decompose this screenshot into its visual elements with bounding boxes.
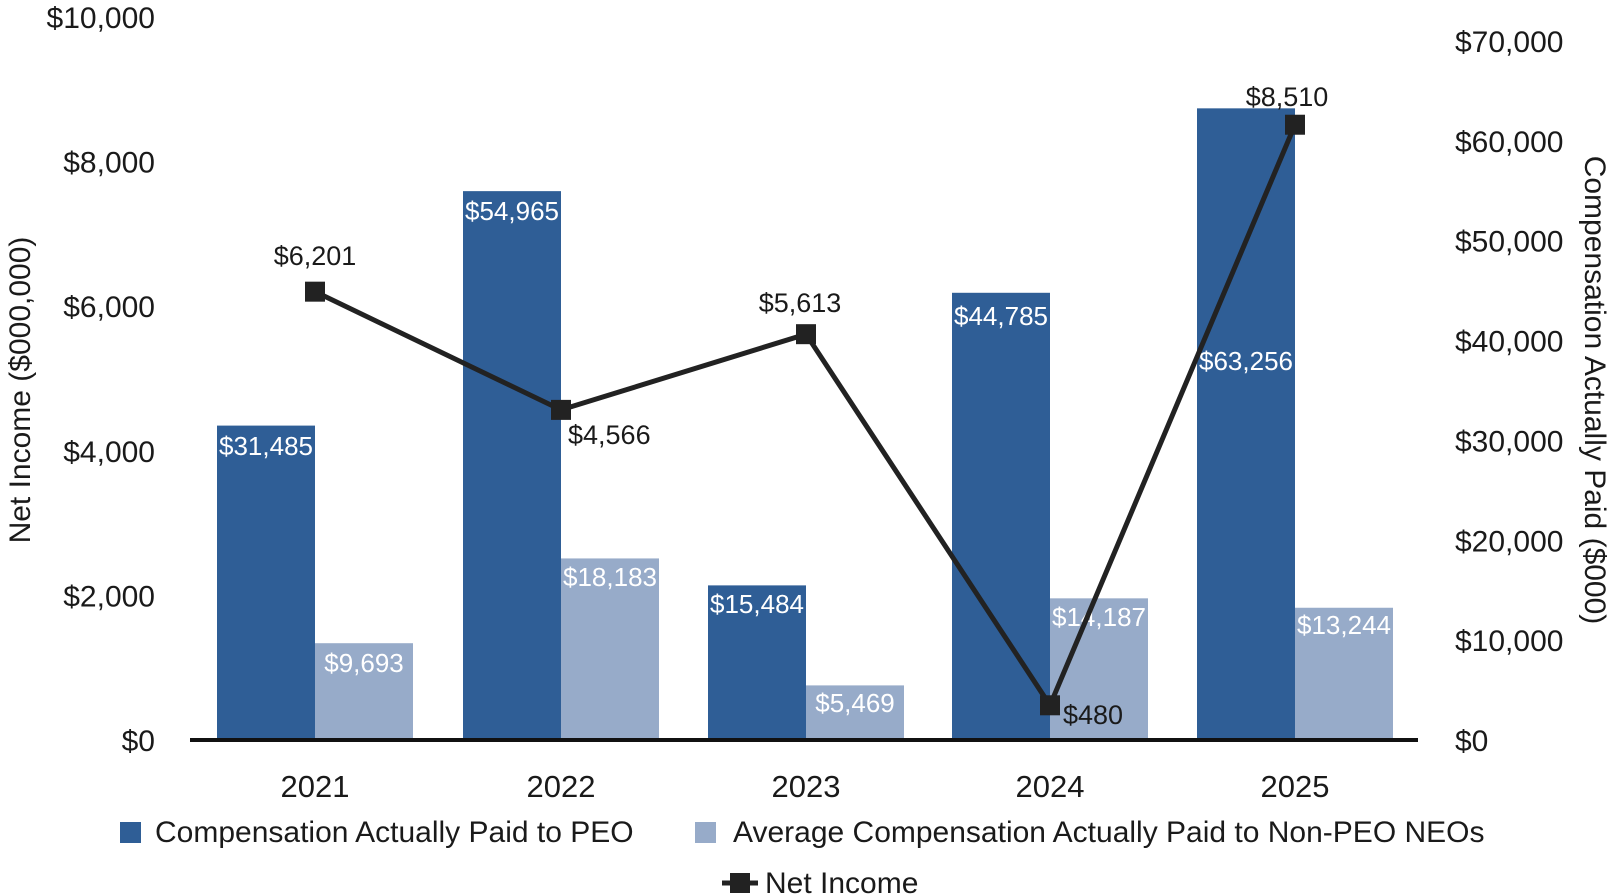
right-axis-title: Compensation Actually Paid ($000) xyxy=(1578,156,1611,625)
legend-swatch-peo xyxy=(120,822,141,843)
legend-label-net-income: Net Income xyxy=(765,867,918,896)
legend-label-peo: Compensation Actually Paid to PEO xyxy=(155,816,634,849)
net-income-marker xyxy=(551,399,571,420)
right-axis-tick-label: $20,000 xyxy=(1455,525,1563,558)
left-axis-title: Net Income ($000,000) xyxy=(4,237,37,544)
bar-non-peo xyxy=(561,558,659,740)
net-income-marker xyxy=(1285,114,1305,135)
net-income-label: $4,566 xyxy=(568,420,651,450)
right-axis-tick-label: $10,000 xyxy=(1455,625,1563,658)
bar-non-peo xyxy=(315,643,413,740)
net-income-marker xyxy=(1040,695,1060,716)
left-axis-tick-label: $0 xyxy=(122,725,155,758)
legend-label-non-peo: Average Compensation Actually Paid to No… xyxy=(733,816,1485,849)
bar-peo xyxy=(1197,108,1295,741)
net-income-label: $6,201 xyxy=(274,241,357,271)
bar-peo xyxy=(463,191,561,741)
right-axis-tick-label: $70,000 xyxy=(1455,26,1563,59)
legend-swatch-non-peo xyxy=(695,822,716,843)
net-income-marker xyxy=(796,324,816,345)
x-axis-tick-label: 2023 xyxy=(772,769,841,804)
x-axis-tick-label: 2021 xyxy=(281,769,350,804)
bar-peo-label: $44,785 xyxy=(954,301,1048,331)
bar-peo xyxy=(217,425,315,740)
bar-non-peo-label: $13,244 xyxy=(1297,610,1391,640)
bar-non-peo-label: $9,693 xyxy=(324,648,404,678)
legend-swatch-net-income-marker xyxy=(730,873,750,893)
bar-non-peo xyxy=(1295,607,1393,740)
net-income-label: $5,613 xyxy=(759,288,842,318)
bar-peo-label: $31,485 xyxy=(219,431,313,461)
net-income-label: $8,510 xyxy=(1246,82,1329,112)
bar-non-peo-label: $5,469 xyxy=(815,688,895,718)
left-axis-tick-label: $10,000 xyxy=(47,2,155,35)
left-axis-tick-label: $4,000 xyxy=(63,436,155,469)
x-axis-tick-label: 2022 xyxy=(527,769,596,804)
right-axis-tick-label: $0 xyxy=(1455,725,1488,758)
bar-peo xyxy=(952,292,1050,740)
left-axis-tick-label: $6,000 xyxy=(63,291,155,324)
right-axis-tick-label: $60,000 xyxy=(1455,126,1563,159)
left-axis-tick-label: $2,000 xyxy=(63,580,155,613)
x-axis-tick-label: 2025 xyxy=(1261,769,1330,804)
bar-peo-label: $54,965 xyxy=(465,196,559,226)
net-income-label: $480 xyxy=(1063,700,1123,730)
bar-non-peo xyxy=(806,685,904,740)
net-income-marker xyxy=(305,281,325,302)
right-axis-tick-label: $40,000 xyxy=(1455,326,1563,359)
bar-peo xyxy=(708,585,806,740)
right-axis-tick-label: $30,000 xyxy=(1455,425,1563,458)
bar-non-peo-label: $18,183 xyxy=(563,562,657,592)
x-axis-tick-label: 2024 xyxy=(1016,769,1085,804)
left-axis-tick-label: $8,000 xyxy=(63,147,155,180)
right-axis-tick-label: $50,000 xyxy=(1455,226,1563,259)
bar-peo-label: $15,484 xyxy=(710,589,804,619)
bar-peo-label: $63,256 xyxy=(1199,346,1293,376)
bar-non-peo-label: $14,187 xyxy=(1052,602,1146,632)
